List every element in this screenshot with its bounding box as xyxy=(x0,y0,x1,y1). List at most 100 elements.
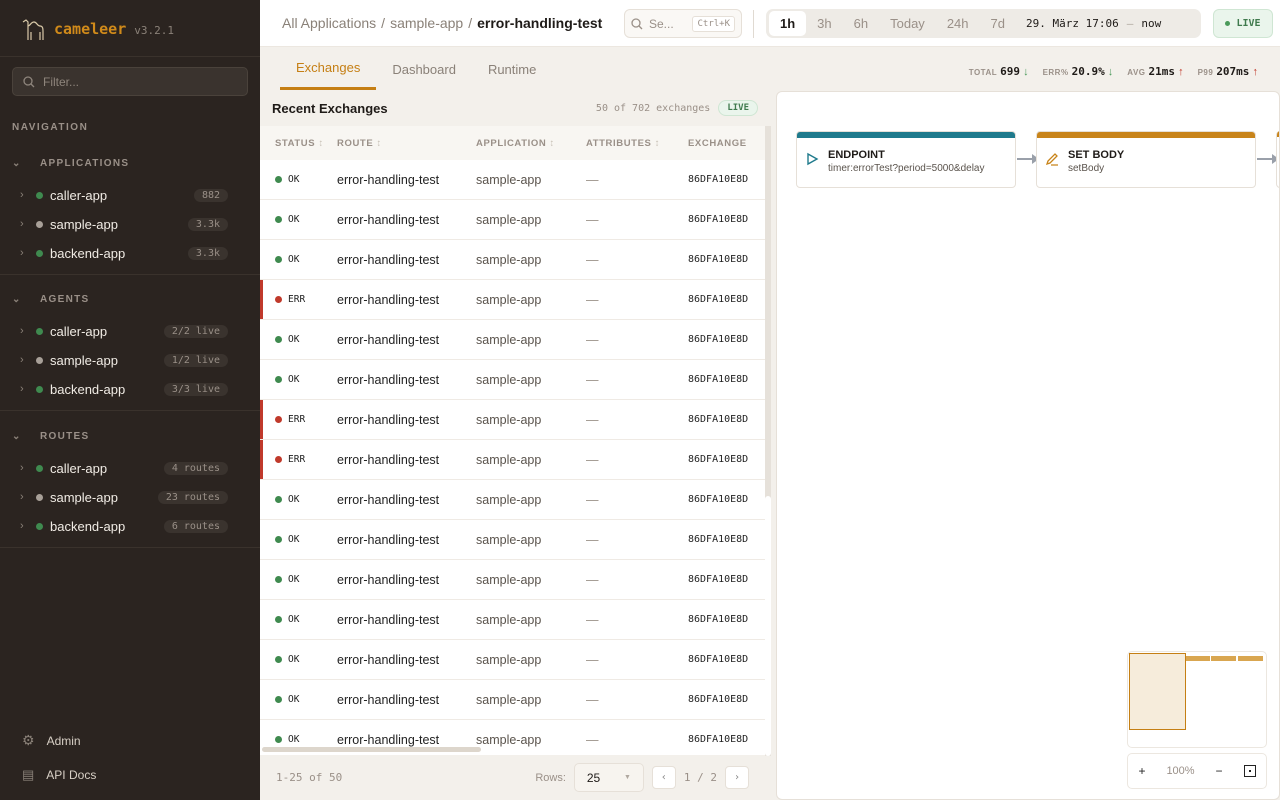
time-range-24h[interactable]: 24h xyxy=(946,16,969,31)
cell-exchange-id: 86DFA10E8D xyxy=(688,214,749,225)
search-button[interactable]: Se... Ctrl+K xyxy=(624,9,742,38)
pencil-icon xyxy=(1045,153,1058,166)
table-row[interactable]: OK error-handling-test sample-app — 86DFA10E… xyxy=(260,600,765,640)
status-dot xyxy=(275,456,282,463)
table-row[interactable]: OK error-handling-test sample-app — 86DFA10E… xyxy=(260,520,765,560)
sidebar-item-admin[interactable]: ⚙ Admin xyxy=(22,732,81,749)
column-route[interactable]: ROUTE ↕ xyxy=(337,138,476,149)
filter-input[interactable]: Filter... xyxy=(12,67,248,96)
rows-per-page-select[interactable]: 25 ▼ xyxy=(573,763,644,792)
tab-runtime[interactable]: Runtime xyxy=(487,61,537,77)
arrow-up-icon: ↑ xyxy=(1178,66,1184,78)
time-range-display[interactable]: 29. März 17:06 — now xyxy=(1026,17,1161,30)
sidebar-item-sample-app[interactable]: › sample-app 3.3k xyxy=(20,212,228,236)
sidebar-item-sample-app[interactable]: › sample-app 1/2 live xyxy=(20,348,228,372)
item-badge: 882 xyxy=(193,188,228,202)
time-range-selector: 1h 3h 6h Today 24h 7d 29. März 17:06 — now xyxy=(766,9,1201,38)
diagram-node-next[interactable] xyxy=(1276,131,1279,188)
minimap-viewport[interactable] xyxy=(1129,653,1186,730)
item-badge: 3.3k xyxy=(187,246,228,260)
sidebar-item-sample-app[interactable]: › sample-app 23 routes xyxy=(20,485,228,509)
table-row[interactable]: OK error-handling-test sample-app — 86DFA10E… xyxy=(260,240,765,280)
chevron-down-icon: ⌄ xyxy=(12,158,22,169)
item-label: caller-app xyxy=(50,323,108,339)
table-row[interactable]: OK error-handling-test sample-app — 86DFA10E… xyxy=(260,200,765,240)
time-range-1h[interactable]: 1h xyxy=(769,11,807,36)
minimap[interactable] xyxy=(1127,651,1267,748)
table-row[interactable]: OK error-handling-test sample-app — 86DFA10E… xyxy=(260,720,765,755)
status-dot xyxy=(275,216,282,223)
logo[interactable]: cameleer v3.2.1 xyxy=(20,14,174,44)
table-row[interactable]: OK error-handling-test sample-app — 86DFA10E… xyxy=(260,480,765,520)
time-range-3h[interactable]: 3h xyxy=(817,16,832,31)
item-badge: 6 routes xyxy=(163,519,228,533)
section-agents[interactable]: ⌄ AGENTS xyxy=(12,294,89,305)
table-row[interactable]: OK error-handling-test sample-app — 86DFA10E… xyxy=(260,640,765,680)
sidebar-item-caller-app[interactable]: › caller-app 882 xyxy=(20,183,228,207)
horizontal-scrollbar[interactable] xyxy=(262,747,481,752)
cell-route: error-handling-test xyxy=(337,692,440,707)
table-row[interactable]: OK error-handling-test sample-app — 86DFA10E… xyxy=(260,360,765,400)
next-page-button[interactable]: › xyxy=(725,766,749,789)
status-dot xyxy=(36,493,43,501)
sidebar-item-caller-app[interactable]: › caller-app 4 routes xyxy=(20,456,228,480)
section-applications[interactable]: ⌄ APPLICATIONS xyxy=(12,158,129,169)
diagram-node-endpoint[interactable]: ENDPOINT timer:errorTest?period=5000&del… xyxy=(796,131,1016,188)
status-dot xyxy=(36,191,43,199)
route-diagram[interactable]: ENDPOINT timer:errorTest?period=5000&del… xyxy=(776,91,1280,800)
table-row[interactable]: ERR error-handling-test sample-app — 86DFA10… xyxy=(260,280,765,320)
arrow-down-icon: ↓ xyxy=(1023,66,1029,78)
exchange-count: 50 of 702 exchanges xyxy=(595,102,711,114)
exchanges-panel: Recent Exchanges 50 of 702 exchanges LIV… xyxy=(260,90,771,800)
column-status[interactable]: STATUS ↕ xyxy=(260,138,337,149)
sidebar-item-backend-app[interactable]: › backend-app 6 routes xyxy=(20,514,228,538)
range-from: 29. März 17:06 xyxy=(1025,17,1119,30)
sidebar-item-api-docs[interactable]: ▤ API Docs xyxy=(22,767,96,783)
diagram-node-set-body[interactable]: SET BODY setBody xyxy=(1036,131,1256,188)
column-application[interactable]: APPLICATION ↕ xyxy=(476,138,586,149)
table-row[interactable]: OK error-handling-test sample-app — 86DFA10E… xyxy=(260,160,765,200)
status-label: OK xyxy=(288,494,300,505)
table-row[interactable]: ERR error-handling-test sample-app — 86DFA10… xyxy=(260,440,765,480)
zoom-out-button[interactable]: − xyxy=(1215,764,1223,778)
time-range-7d[interactable]: 7d xyxy=(990,16,1005,31)
table-row[interactable]: OK error-handling-test sample-app — 86DFA10E… xyxy=(260,320,765,360)
status-dot xyxy=(275,336,282,343)
sidebar-item-backend-app[interactable]: › backend-app 3.3k xyxy=(20,241,228,265)
live-toggle[interactable]: LIVE xyxy=(1213,9,1273,38)
cell-application: sample-app xyxy=(476,332,542,347)
fit-view-icon[interactable] xyxy=(1243,765,1256,777)
tab-dashboard[interactable]: Dashboard xyxy=(392,61,456,77)
status-dot xyxy=(275,616,282,623)
tab-exchanges[interactable]: Exchanges xyxy=(280,48,377,90)
status-label: OK xyxy=(288,174,300,185)
table-row[interactable]: ERR error-handling-test sample-app — 86DFA10… xyxy=(260,400,765,440)
time-range-6h[interactable]: 6h xyxy=(853,16,869,31)
section-routes[interactable]: ⌄ ROUTES xyxy=(12,431,89,442)
sidebar-item-backend-app[interactable]: › backend-app 3/3 live xyxy=(20,377,228,401)
column-exchange[interactable]: EXCHANGE xyxy=(688,138,765,149)
breadcrumb-all-applications[interactable]: All Applications xyxy=(282,15,377,31)
cell-exchange-id: 86DFA10E8D xyxy=(688,374,749,385)
cell-route: error-handling-test xyxy=(337,532,440,547)
status-dot xyxy=(275,376,282,383)
status-label: OK xyxy=(288,214,300,225)
table-row[interactable]: OK error-handling-test sample-app — 86DFA10E… xyxy=(260,560,765,600)
kpi-p99: P99 207ms ↑ xyxy=(1198,65,1258,78)
table-header: STATUS ↕ ROUTE ↕ APPLICATION ↕ ATTRIBUTES ↕… xyxy=(260,126,765,160)
sidebar-item-caller-app[interactable]: › caller-app 2/2 live xyxy=(20,319,228,343)
status-dot xyxy=(36,356,43,364)
cell-exchange-id: 86DFA10E8D xyxy=(688,694,749,705)
prev-page-button[interactable]: ‹ xyxy=(651,766,676,789)
breadcrumb: All Applications / sample-app / error-hand… xyxy=(282,15,603,31)
vertical-scrollbar[interactable] xyxy=(765,126,771,756)
breadcrumb-app[interactable]: sample-app xyxy=(390,15,464,31)
column-attributes[interactable]: ATTRIBUTES ↕ xyxy=(586,138,688,149)
chevron-right-icon: › xyxy=(20,462,24,474)
zoom-in-button[interactable]: + xyxy=(1138,764,1146,778)
exchanges-table: OK error-handling-test sample-app — 86DFA10E… xyxy=(260,160,765,755)
chevron-down-icon: ⌄ xyxy=(12,431,22,442)
table-row[interactable]: OK error-handling-test sample-app — 86DFA10E… xyxy=(260,680,765,720)
time-range-today[interactable]: Today xyxy=(890,16,925,31)
node-title: SET BODY xyxy=(1068,149,1125,161)
